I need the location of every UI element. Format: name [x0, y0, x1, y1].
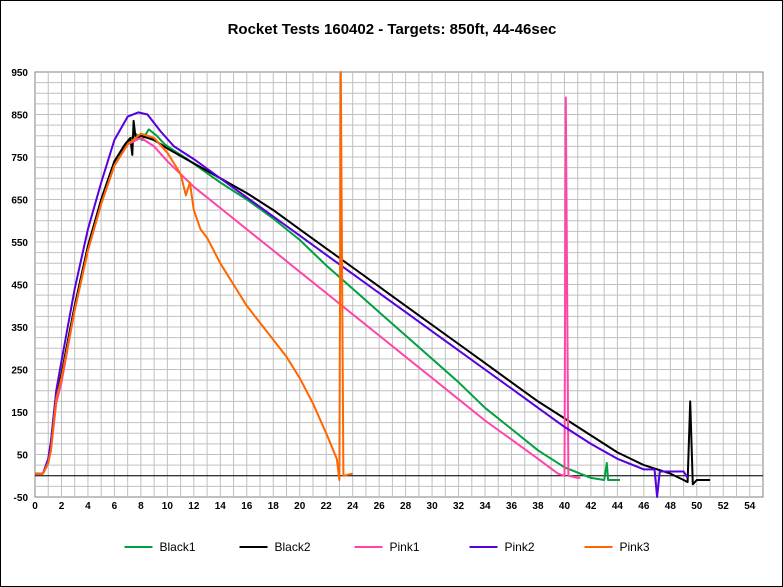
legend: Black1 Black2 Pink1 Pink2 Pink3 [124, 540, 650, 554]
x-tick-label: 24 [347, 501, 359, 512]
x-tick-label: 30 [427, 501, 439, 512]
y-tick-label: 650 [11, 196, 28, 207]
x-tick-label: 12 [188, 501, 200, 512]
y-tick-labels: -50 50 150 250 350 450 550 650 750 850 950 [11, 68, 28, 504]
x-tick-label: 38 [532, 501, 544, 512]
x-tick-label: 0 [32, 501, 38, 512]
x-tick-label: 2 [59, 501, 65, 512]
x-tick-label: 16 [241, 501, 253, 512]
x-tick-label: 10 [162, 501, 174, 512]
x-tick-label: 20 [294, 501, 306, 512]
legend-label-pink3: Pink3 [620, 540, 650, 554]
x-tick-label: 8 [138, 501, 144, 512]
chart-title: Rocket Tests 160402 - Targets: 850ft, 44… [228, 21, 557, 38]
y-tick-label: 150 [11, 408, 28, 419]
x-tick-label: 42 [585, 501, 597, 512]
series-line-black2 [35, 119, 711, 486]
y-tick-label: 350 [11, 323, 28, 334]
x-tick-label: 28 [400, 501, 412, 512]
legend-label-pink2: Pink2 [505, 540, 535, 554]
series-layer [35, 71, 711, 498]
x-tick-label: 48 [665, 501, 677, 512]
x-tick-label: 18 [268, 501, 280, 512]
x-tick-label: 34 [479, 501, 491, 512]
x-tick-label: 52 [718, 501, 730, 512]
y-tick-label: 750 [11, 153, 28, 164]
x-tick-labels: 0 2 4 6 8 10 12 14 16 18 20 22 24 26 28 30 32 34 36 38 40 42 4… [32, 501, 756, 512]
x-tick-label: 46 [638, 501, 650, 512]
legend-label-black1: Black1 [160, 540, 196, 554]
series-line-pink3 [35, 71, 353, 481]
x-tick-label: 50 [691, 501, 703, 512]
x-tick-label: 26 [374, 501, 386, 512]
y-tick-label: 550 [11, 238, 28, 249]
x-tick-label: 4 [85, 501, 91, 512]
x-tick-label: 22 [321, 501, 333, 512]
y-tick-label: 250 [11, 366, 28, 377]
x-tick-label: 14 [215, 501, 227, 512]
x-tick-label: 44 [612, 501, 624, 512]
y-tick-label: 50 [17, 451, 29, 462]
x-tick-label: 32 [453, 501, 465, 512]
x-tick-label: 36 [506, 501, 518, 512]
series-line-pink2 [35, 111, 689, 498]
x-tick-label: 6 [112, 501, 118, 512]
x-tick-label: 40 [559, 501, 571, 512]
y-tick-label: -50 [14, 493, 29, 504]
x-tick-label: 54 [744, 501, 756, 512]
legend-label-black2: Black2 [275, 540, 311, 554]
y-tick-label: 850 [11, 111, 28, 122]
y-tick-label: 450 [11, 281, 28, 292]
y-tick-label: 950 [11, 68, 28, 79]
legend-label-pink1: Pink1 [390, 540, 420, 554]
